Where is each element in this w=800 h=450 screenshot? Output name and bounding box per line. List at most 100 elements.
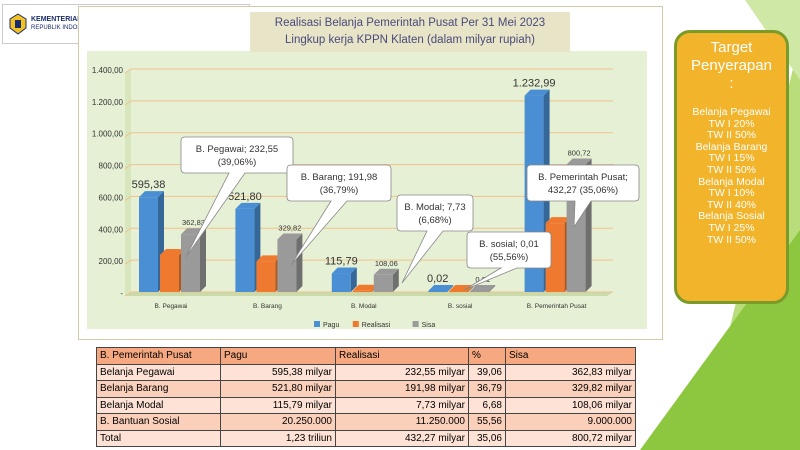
gridline-side [124, 68, 132, 74]
bar-top [352, 284, 378, 291]
plot-side-wall [125, 69, 131, 296]
chart-title-line1: Realisasi Belanja Pemerintah Pusat Per 3… [274, 17, 546, 29]
bar-pagu [235, 208, 255, 292]
org-name: KEMENTERIAN KEUANGAN [31, 16, 125, 23]
org-subname: REPUBLIK INDONESIA [31, 25, 96, 31]
table-header-row: B. Pemerintah Pusat Pagu Realisasi% Sisa [96, 347, 636, 365]
callout-text: B. Barang; 191,98 [301, 172, 378, 183]
target-line: Belanja Modal [698, 175, 765, 188]
y-tick-label: 600,00 [99, 193, 124, 202]
bar-top [256, 255, 282, 262]
bar-side [350, 267, 357, 292]
table-header-cell: B. Pemerintah Pusat [96, 347, 221, 365]
bar-side [296, 233, 303, 292]
y-tick-label: 1.200,00 [92, 98, 124, 107]
data-label: 329,82 [278, 223, 301, 232]
table-cell: B. Bantuan Sosial [96, 413, 221, 431]
callout-text: (39,06%) [218, 157, 257, 168]
table-row: Total 1,23 triliun 432,27 milyar 35,06 800,7… [96, 429, 636, 447]
callout-bubble [286, 164, 392, 266]
gridline-side [124, 164, 132, 169]
bar-realisasi [352, 290, 372, 292]
table-header-cell: Sisa [505, 347, 636, 365]
gridline-side [124, 227, 132, 233]
callout-bubble [180, 136, 294, 258]
callout-text: 432,27 (35,06%) [548, 185, 618, 196]
kemenkeu-emblem-icon [9, 13, 27, 35]
legend-label: Sisa [422, 322, 436, 329]
table-row: Belanja Pegawai 595,38 milyar 232,55 milya… [96, 363, 636, 381]
legend-swatch [314, 321, 320, 327]
table-cell: 11.250.000 [335, 413, 469, 431]
table-cell: Belanja Barang [96, 380, 221, 398]
target-line: TW II 40% [706, 198, 756, 211]
legend-label: Pagu [323, 322, 339, 329]
table-cell: 329,82 milyar [505, 380, 636, 398]
chart-title-line2: Lingkup kerja KPPN Klaten (dalam milyar … [285, 34, 535, 46]
bar-top [545, 217, 571, 224]
x-tick-label: B. Barang [253, 303, 282, 310]
callout-text: B. sosial; 0,01 [479, 239, 539, 250]
target-line: Belanja Sosial [698, 210, 765, 223]
legend-swatch [412, 321, 419, 327]
bar-top [160, 248, 185, 255]
table-cell: 800,72 milyar [505, 429, 636, 447]
data-label: 0,02 [427, 273, 448, 285]
target-line: TW I 25% [708, 221, 755, 234]
table-cell: 191,98 milyar [335, 380, 469, 398]
data-label: 108,06 [375, 259, 398, 268]
callout-text: (6,68%) [418, 215, 451, 226]
data-label: 115,79 [325, 256, 358, 268]
table-row: B. Bantuan Sosial 20.250.000 11.250.000 55,… [96, 413, 636, 431]
target-title: Target Penyerapan : [691, 39, 772, 92]
y-tick-label: - [120, 289, 123, 298]
table-cell: Total [96, 429, 221, 447]
table-cell: 39,06 [468, 363, 506, 381]
table-cell: 55,56 [468, 413, 506, 431]
realisasi-table: B. Pemerintah Pusat Pagu Realisasi% Sisa Bel… [96, 347, 636, 447]
table-cell: 36,79 [468, 380, 506, 398]
table-row: Belanja Barang 521,80 milyar 191,98 milyar… [96, 380, 636, 398]
target-panel: Target Penyerapan : Belanja Pegawai TW I … [674, 30, 789, 304]
callout-bubble [463, 231, 552, 291]
target-line: TW I 15% [708, 152, 755, 165]
table-row: Belanja Modal 115,79 milyar 7,73 milyar 6,6… [96, 396, 636, 414]
y-tick-label: 800,00 [99, 162, 124, 171]
target-line: TW II 50% [706, 233, 756, 246]
y-tick-label: 400,00 [99, 225, 124, 234]
gridline-side [124, 100, 132, 106]
bar-sisa [277, 239, 297, 292]
bar-top [277, 233, 303, 240]
target-line: TW I 10% [708, 187, 755, 200]
table-header-cell: % [468, 347, 506, 365]
target-list: Belanja Pegawai TW I 20% TW II 50% Belanja … [677, 106, 786, 246]
y-tick-label: 1.000,00 [92, 130, 124, 139]
plot-floor [125, 292, 613, 296]
table-cell: 115,79 milyar [220, 396, 336, 414]
bar-top [566, 158, 592, 165]
legend-label: Realisasi [362, 322, 391, 329]
bar-realisasi [256, 261, 276, 292]
chart-title: Realisasi Belanja Pemerintah Pusat Per 3… [250, 12, 570, 52]
bar-sisa [470, 291, 490, 292]
table-cell: 232,55 milyar [335, 363, 469, 381]
table-cell: Belanja Pegawai [96, 363, 221, 381]
bar-pagu [331, 273, 351, 292]
bar-chart: - 200,00 400,00 600,00 800,00 1.000,00 1.200,0… [87, 51, 647, 329]
x-tick-label: B. sosial [448, 303, 473, 310]
target-line: TW I 20% [708, 117, 755, 130]
table-cell: 521,80 milyar [220, 380, 336, 398]
data-label: 1.232,99 [513, 78, 556, 90]
bar-top [373, 268, 399, 275]
bar-realisasi [160, 254, 179, 292]
table-cell: 35,06 [468, 429, 506, 447]
bar-pagu [428, 291, 448, 292]
data-label: 595,38 [132, 179, 166, 191]
table-cell: 20.250.000 [220, 413, 336, 431]
table-header-cell: Pagu [220, 347, 336, 365]
table-cell: 6,68 [468, 396, 506, 414]
callout-text: B. Modal; 7,73 [404, 202, 465, 213]
target-line: Belanja Barang [695, 140, 768, 153]
callout-text: (55,56%) [490, 252, 529, 263]
bar-realisasi [449, 291, 469, 292]
